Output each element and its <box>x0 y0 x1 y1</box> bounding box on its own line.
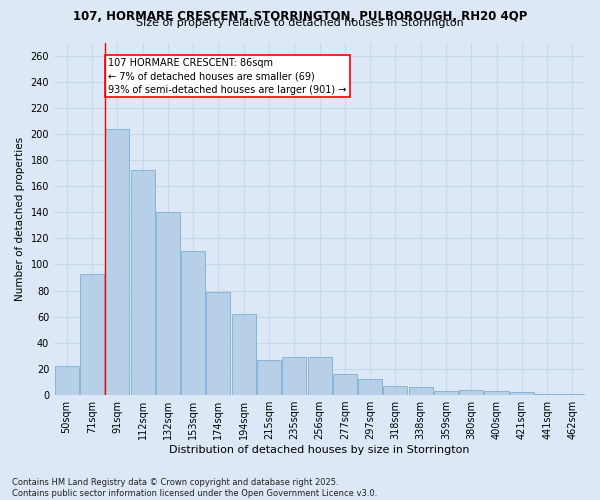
Text: Contains HM Land Registry data © Crown copyright and database right 2025.
Contai: Contains HM Land Registry data © Crown c… <box>12 478 377 498</box>
Text: 107, HORMARE CRESCENT, STORRINGTON, PULBOROUGH, RH20 4QP: 107, HORMARE CRESCENT, STORRINGTON, PULB… <box>73 10 527 23</box>
Bar <box>181 252 205 395</box>
Bar <box>156 212 180 395</box>
Bar <box>358 380 382 395</box>
Y-axis label: Number of detached properties: Number of detached properties <box>15 136 25 301</box>
Bar <box>105 128 129 395</box>
Bar <box>434 391 458 395</box>
Bar <box>333 374 357 395</box>
Bar <box>257 360 281 395</box>
Text: Size of property relative to detached houses in Storrington: Size of property relative to detached ho… <box>136 18 464 28</box>
Bar <box>409 387 433 395</box>
Bar <box>308 357 332 395</box>
Bar <box>383 386 407 395</box>
Bar <box>80 274 104 395</box>
Bar <box>560 394 584 395</box>
Text: 107 HORMARE CRESCENT: 86sqm
← 7% of detached houses are smaller (69)
93% of semi: 107 HORMARE CRESCENT: 86sqm ← 7% of deta… <box>109 58 347 94</box>
Bar <box>131 170 155 395</box>
X-axis label: Distribution of detached houses by size in Storrington: Distribution of detached houses by size … <box>169 445 470 455</box>
Bar <box>459 390 483 395</box>
Bar <box>484 391 509 395</box>
Bar <box>282 357 306 395</box>
Bar <box>510 392 534 395</box>
Bar <box>535 394 559 395</box>
Bar <box>206 292 230 395</box>
Bar <box>232 314 256 395</box>
Bar <box>55 366 79 395</box>
